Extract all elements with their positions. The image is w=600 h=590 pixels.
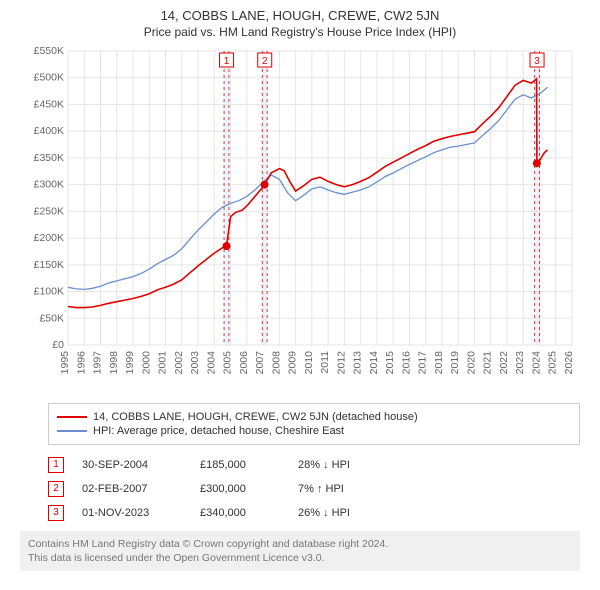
page-title: 14, COBBS LANE, HOUGH, CREWE, CW2 5JN (0, 0, 600, 25)
y-axis-label: £450K (34, 98, 64, 110)
x-axis-label: 1997 (92, 351, 104, 375)
y-axis-label: £150K (34, 259, 64, 271)
x-axis-label: 1996 (75, 351, 87, 375)
y-axis-label: £300K (34, 179, 64, 191)
y-axis-label: £500K (34, 72, 64, 84)
event-marker-id: 3 (534, 56, 540, 67)
x-axis-label: 2007 (254, 351, 266, 375)
chart-svg: £0 £50K £100K £150K £200K £250K £300K £350K £400… (20, 45, 580, 395)
y-axis-label: £100K (34, 286, 64, 298)
event-row: 2 02-FEB-2007 £300,000 7% ↑ HPI (48, 477, 580, 501)
event-price: £300,000 (200, 483, 280, 495)
x-axis-label: 2004 (205, 351, 217, 375)
x-axis-label: 2023 (514, 351, 526, 375)
event-band (224, 51, 229, 345)
x-axis-label: 2013 (352, 351, 364, 375)
event-row: 1 30-SEP-2004 £185,000 28% ↓ HPI (48, 453, 580, 477)
y-axis-label: £350K (34, 152, 64, 164)
event-price: £340,000 (200, 507, 280, 519)
x-axis-label: 2010 (303, 351, 315, 375)
value-dot (223, 242, 231, 250)
event-pct: 7% ↑ HPI (298, 483, 418, 495)
footnote-line2: This data is licensed under the Open Gov… (28, 551, 572, 565)
event-pct: 26% ↓ HPI (298, 507, 418, 519)
x-axis-label: 2011 (319, 351, 331, 374)
y-axis-label: £50K (39, 312, 64, 324)
x-axis-label: 1998 (108, 351, 120, 375)
event-row: 3 01-NOV-2023 £340,000 26% ↓ HPI (48, 501, 580, 525)
x-axis-label: 2015 (384, 351, 396, 375)
x-axis-label: 2024 (530, 351, 542, 375)
x-axis-label: 2003 (189, 351, 201, 375)
x-axis-label: 2002 (173, 351, 185, 375)
event-marker: 2 (48, 481, 64, 497)
events-table: 1 30-SEP-2004 £185,000 28% ↓ HPI 2 02-FEB-200… (48, 453, 580, 525)
series-line (68, 87, 548, 289)
y-axis-label: £400K (34, 125, 64, 137)
legend: 14, COBBS LANE, HOUGH, CREWE, CW2 5JN (d… (48, 403, 580, 445)
x-axis-label: 2009 (287, 351, 299, 375)
x-axis-label: 2021 (482, 351, 494, 375)
x-axis-label: 2001 (157, 351, 169, 375)
x-axis-label: 2016 (400, 351, 412, 375)
y-axis-label: £200K (34, 232, 64, 244)
x-axis-label: 2014 (368, 351, 380, 375)
page-subtitle: Price paid vs. HM Land Registry's House … (0, 25, 600, 45)
x-axis-label: 2006 (238, 351, 250, 375)
value-dot (261, 181, 269, 189)
legend-row: HPI: Average price, detached house, Ches… (57, 424, 571, 438)
x-axis-label: 2025 (547, 351, 559, 375)
legend-label: 14, COBBS LANE, HOUGH, CREWE, CW2 5JN (d… (93, 411, 418, 423)
event-price: £185,000 (200, 459, 280, 471)
value-dot (533, 159, 541, 167)
event-date: 01-NOV-2023 (82, 507, 182, 519)
event-marker-id: 1 (224, 56, 230, 67)
x-axis-label: 2022 (498, 351, 510, 375)
x-axis-label: 2017 (417, 351, 429, 375)
x-axis-label: 2012 (335, 351, 347, 375)
event-date: 30-SEP-2004 (82, 459, 182, 471)
event-pct: 28% ↓ HPI (298, 459, 418, 471)
event-marker: 3 (48, 505, 64, 521)
legend-swatch (57, 416, 87, 418)
x-axis-label: 2020 (465, 351, 477, 375)
x-axis-label: 2005 (222, 351, 234, 375)
x-axis-label: 1995 (59, 351, 71, 375)
x-axis-label: 1999 (124, 351, 136, 375)
x-axis-label: 2018 (433, 351, 445, 375)
event-date: 02-FEB-2007 (82, 483, 182, 495)
legend-swatch (57, 430, 87, 432)
event-marker-id: 2 (262, 56, 268, 67)
event-marker: 1 (48, 457, 64, 473)
x-axis-label: 2026 (563, 351, 575, 375)
y-axis-label: £0 (52, 339, 64, 351)
footnote: Contains HM Land Registry data © Crown c… (20, 531, 580, 571)
price-chart: £0 £50K £100K £150K £200K £250K £300K £350K £400… (20, 45, 580, 395)
x-axis-label: 2008 (270, 351, 282, 375)
y-axis-label: £250K (34, 205, 64, 217)
x-axis-label: 2000 (140, 351, 152, 375)
legend-label: HPI: Average price, detached house, Ches… (93, 425, 344, 437)
legend-row: 14, COBBS LANE, HOUGH, CREWE, CW2 5JN (d… (57, 410, 571, 424)
footnote-line1: Contains HM Land Registry data © Crown c… (28, 537, 572, 551)
x-axis-label: 2019 (449, 351, 461, 375)
y-axis-label: £550K (34, 45, 64, 57)
